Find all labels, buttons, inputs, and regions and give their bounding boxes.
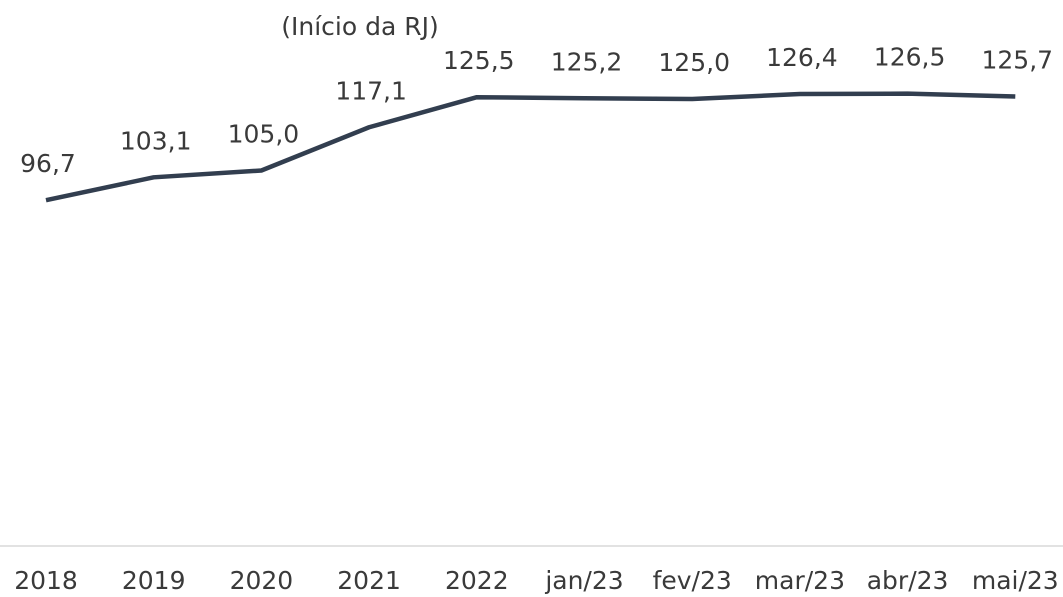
line [45,91,1016,203]
x-tick-label: 2019 [122,566,186,595]
data-label: 125,2 [551,47,623,76]
data-label: 105,0 [228,120,300,149]
data-label: 126,4 [766,43,838,72]
x-tick-label: abr/23 [867,566,949,595]
x-tick-label: 2021 [337,566,401,595]
x-tick-label: fev/23 [653,566,732,595]
x-tick-label: 2020 [230,566,294,595]
data-label: 125,5 [443,46,515,75]
x-tick-label: jan/23 [544,566,623,595]
annotation: (Início da RJ) [281,12,438,41]
data-label: 125,7 [982,45,1054,74]
data-label: 103,1 [120,126,192,155]
data-label: 125,0 [658,48,730,77]
x-tick-label: 2022 [445,566,509,595]
x-tick-label: 2018 [14,566,78,595]
data-label: 117,1 [335,76,407,105]
x-tick-label: mar/23 [755,566,845,595]
data-label: 126,5 [874,43,946,72]
data-label: 96,7 [20,149,76,178]
x-tick-label: mai/23 [972,566,1059,595]
